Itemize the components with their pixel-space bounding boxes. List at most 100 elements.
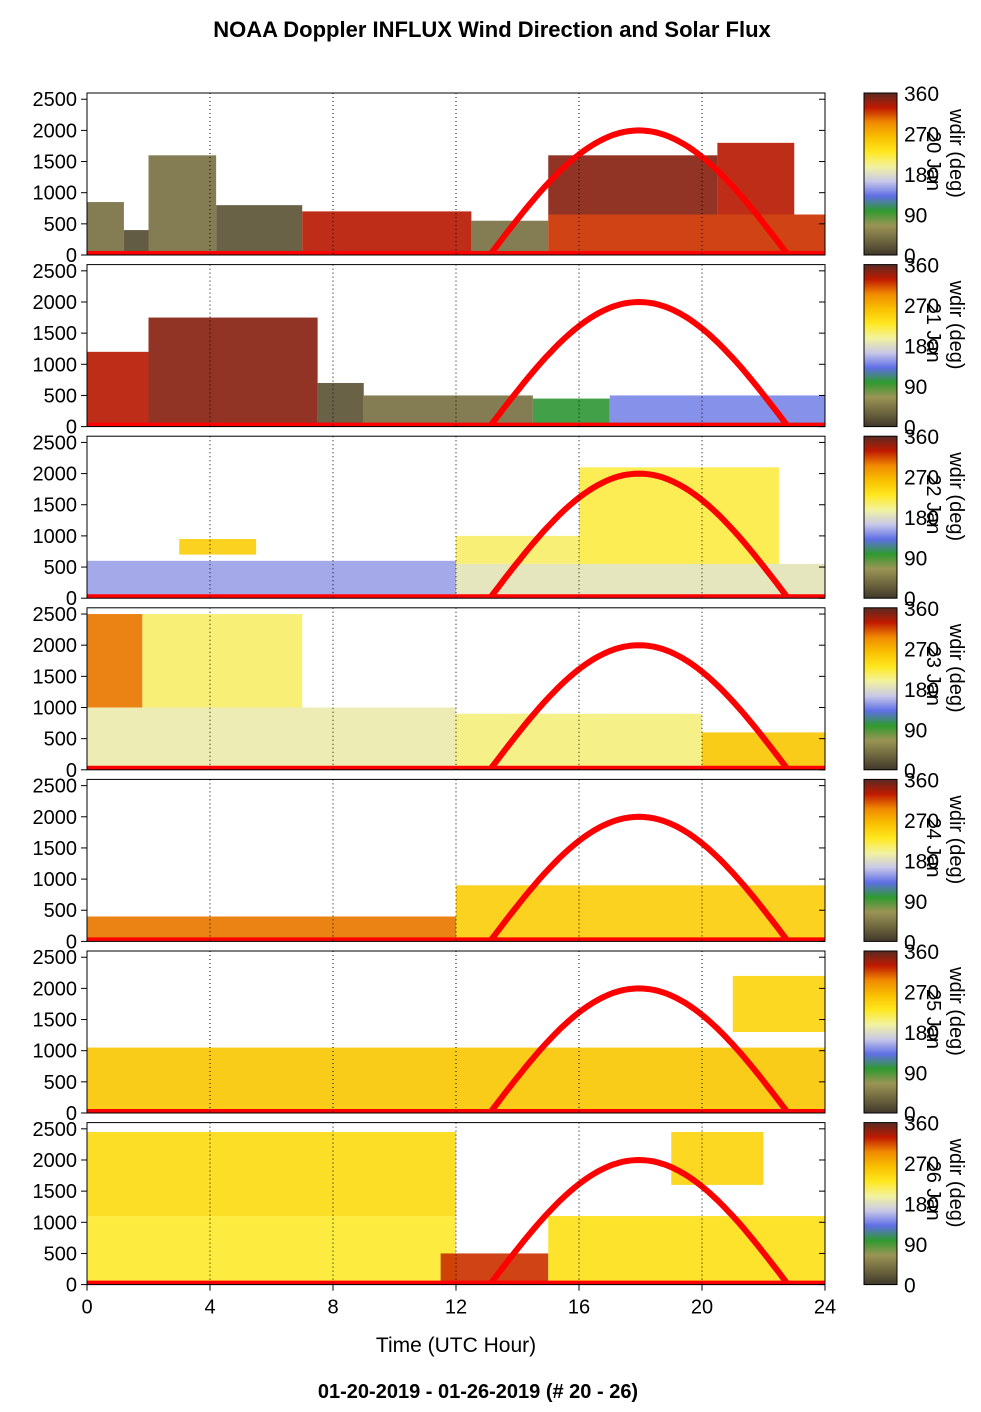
x-tick-label: 8 [327, 1297, 338, 1319]
y-tick-label: 2000 [33, 292, 78, 314]
y-tick-label: 2500 [33, 1119, 78, 1141]
panel-frame [86, 950, 826, 1114]
panel-frame [86, 778, 826, 942]
colorbar-3: 0 90 180 270 360 wdir (deg)22 Jan [863, 426, 967, 611]
colorbar-tick-label: 270 [904, 295, 939, 318]
solar-flux-curve [487, 1157, 791, 1285]
colorbar-day-label: 20 Jan [922, 131, 944, 191]
colorbar-tick-label: 270 [904, 1153, 939, 1176]
colorbar-tick-label: 180 [904, 1022, 939, 1045]
heatmap-cell [548, 214, 825, 255]
solar-flux-curve [487, 642, 791, 770]
colorbar-scale [863, 1122, 898, 1286]
y-tick-label: 500 [44, 214, 77, 236]
colorbar-scale [863, 950, 898, 1114]
colorbar-label: wdir (deg) [945, 794, 967, 884]
y-tick-label: 2500 [33, 432, 78, 454]
y-tick-label: 1500 [33, 495, 78, 517]
panel-5: 0 500 1000 1500 2000 2500 [33, 776, 826, 953]
colorbar-6: 0 90 180 270 360 wdir (deg)25 Jan [863, 941, 967, 1126]
colorbar-label: wdir (deg) [945, 623, 967, 713]
y-tick-label: 2500 [33, 947, 78, 969]
y-tick-label: 1000 [33, 1212, 78, 1234]
y-tick-label: 2000 [33, 1150, 78, 1172]
colorbar-7: 0 90 180 270 360 wdir (deg)26 Jan [863, 1113, 967, 1298]
heatmap-cell [142, 614, 303, 708]
colorbar-tick-label: 360 [904, 598, 939, 621]
heatmap-cell [609, 395, 825, 427]
y-tick-label: 1500 [33, 1181, 78, 1203]
x-axis: 0 4 8 12 16 20 24 [81, 1284, 836, 1319]
colorbar-label: wdir (deg) [945, 108, 967, 198]
panel-data [87, 975, 825, 1113]
y-tick-label: 1000 [33, 183, 78, 205]
solar-flux-curve [487, 299, 791, 427]
y-tick-label: 0 [66, 1275, 77, 1297]
heatmap-cell [87, 614, 143, 708]
y-tick-label: 2500 [33, 89, 78, 111]
colorbar-tick-label: 0 [904, 1103, 916, 1126]
colorbar-tick-label: 0 [904, 417, 916, 440]
heatmap-cell [87, 1216, 456, 1285]
colorbar-1: 0 90 180 270 360 wdir (deg)20 Jan [863, 83, 967, 268]
colorbar-scale [863, 607, 898, 771]
y-tick-label: 1000 [33, 526, 78, 548]
y-tick-label: 500 [44, 729, 77, 751]
heatmap-cell [717, 142, 795, 215]
y-tick-label: 2000 [33, 978, 78, 1000]
colorbar-tick-label: 90 [904, 1234, 927, 1257]
colorbar-tick-label: 180 [904, 679, 939, 702]
chart-title: NOAA Doppler INFLUX Wind Direction and S… [213, 17, 771, 42]
y-tick-label: 2500 [33, 776, 78, 798]
panel-7: 0 500 1000 1500 2000 2500 [33, 1119, 826, 1297]
colorbar-tick-label: 180 [904, 850, 939, 873]
colorbar-tick-label: 0 [904, 245, 916, 268]
heatmap-cell [532, 398, 610, 427]
colorbar-tick-label: 180 [904, 1194, 939, 1217]
heatmap-cell [148, 155, 217, 255]
panel-4: 0 500 1000 1500 2000 2500 [33, 604, 826, 782]
heatmap-cell [87, 1131, 456, 1217]
solar-flux-curve [487, 127, 791, 255]
y-tick-label: 0 [66, 417, 77, 439]
y-tick-label: 0 [66, 245, 77, 267]
heatmap-cell [87, 916, 456, 942]
colorbar-day-label: 23 Jan [922, 646, 944, 706]
heatmap-cell [179, 539, 257, 555]
colorbar-day-label: 21 Jan [922, 303, 944, 363]
colorbar-tick-label: 360 [904, 769, 939, 792]
y-tick-label: 1500 [33, 152, 78, 174]
colorbar-tick-label: 90 [904, 548, 927, 571]
y-tick-label: 1500 [33, 1010, 78, 1032]
heatmap-cell [732, 975, 825, 1032]
y-tick-label: 2000 [33, 807, 78, 829]
panel-frame [86, 92, 826, 256]
solar-flux-curve [487, 813, 791, 942]
solar-flux-curve [487, 985, 791, 1113]
x-axis-label: Time (UTC Hour) [376, 1334, 536, 1357]
panels-group: 0500100015002000250005001000150020002500… [33, 89, 826, 1297]
heatmap-cell [148, 317, 318, 427]
colorbar-tick-label: 270 [904, 467, 939, 490]
heatmap-cell [87, 1047, 825, 1113]
heatmap-cell [87, 707, 456, 770]
colorbar-tick-label: 360 [904, 83, 939, 106]
colorbar-day-label: 26 Jan [922, 1161, 944, 1221]
y-tick-label: 1000 [33, 354, 78, 376]
colorbar-day-label: 22 Jan [922, 474, 944, 534]
colorbar-tick-label: 270 [904, 982, 939, 1005]
panel-data [87, 467, 825, 599]
panel-3: 0 500 1000 1500 2000 2500 [33, 432, 826, 610]
colorbar-2: 0 90 180 270 360 wdir (deg)21 Jan [863, 255, 967, 440]
y-tick-label: 2500 [33, 261, 78, 283]
colorbar-tick-label: 180 [904, 336, 939, 359]
colorbar-tick-label: 90 [904, 205, 927, 228]
panel-frame [86, 435, 826, 599]
colorbar-tick-label: 270 [904, 124, 939, 147]
colorbar-label: wdir (deg) [945, 966, 967, 1056]
y-tick-label: 0 [66, 760, 77, 782]
y-tick-label: 2000 [33, 120, 78, 142]
y-tick-label: 1000 [33, 869, 78, 891]
colorbar-tick-label: 180 [904, 507, 939, 530]
colorbar-scale [863, 264, 898, 428]
